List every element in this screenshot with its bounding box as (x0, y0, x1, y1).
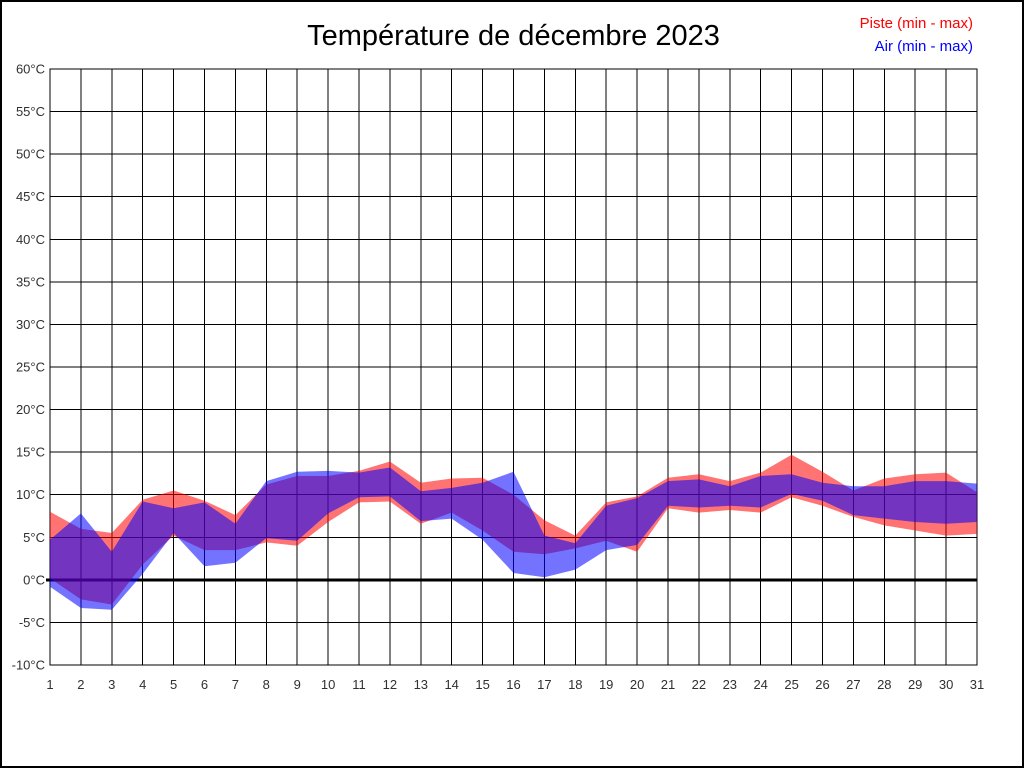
x-axis-tick-label: 8 (263, 677, 270, 692)
x-axis-tick-label: 11 (352, 677, 366, 692)
x-axis-tick-label: 1 (46, 677, 53, 692)
x-axis-tick-label: 25 (784, 677, 798, 692)
y-axis-tick-label: 50°C (16, 147, 45, 162)
y-axis-tick-label: 0°C (23, 572, 45, 587)
x-axis-tick-label: 22 (692, 677, 706, 692)
y-axis-tick-label: -5°C (19, 615, 45, 630)
x-axis-tick-label: 12 (383, 677, 397, 692)
y-axis-tick-label: 40°C (16, 232, 45, 247)
y-axis-tick-label: 20°C (16, 402, 45, 417)
x-axis-tick-label: 17 (537, 677, 551, 692)
y-axis-tick-label: 10°C (16, 487, 45, 502)
x-axis-tick-label: 30 (939, 677, 953, 692)
x-axis-tick-label: 15 (475, 677, 489, 692)
legend-item-air: Air (min - max) (874, 38, 973, 55)
y-axis-tick-label: 15°C (16, 445, 45, 460)
y-axis-tick-label: 5°C (23, 530, 45, 545)
x-axis-tick-label: 31 (970, 677, 984, 692)
y-axis-tick-label: 60°C (16, 62, 45, 77)
x-axis-tick-label: 18 (568, 677, 582, 692)
x-axis-tick-label: 27 (846, 677, 860, 692)
x-axis-tick-label: 4 (139, 677, 146, 692)
y-axis-tick-label: 55°C (16, 104, 45, 119)
x-axis-tick-label: 13 (414, 677, 428, 692)
x-axis-tick-label: 2 (77, 677, 84, 692)
x-axis-tick-label: 6 (201, 677, 208, 692)
x-axis-tick-label: 19 (599, 677, 613, 692)
x-axis-tick-label: 26 (815, 677, 829, 692)
y-axis-tick-label: 45°C (16, 189, 45, 204)
x-axis-tick-label: 3 (108, 677, 115, 692)
air-minmax-band (50, 467, 977, 610)
legend-item-piste: Piste (min - max) (859, 15, 973, 32)
x-axis-tick-label: 24 (753, 677, 767, 692)
x-axis-tick-label: 10 (321, 677, 335, 692)
chart-title: Température de décembre 2023 (307, 20, 720, 52)
chart-legend: Piste (min - max) Air (min - max) (860, 12, 973, 58)
y-axis-tick-label: 30°C (16, 317, 45, 332)
y-axis-tick-label: 25°C (16, 360, 45, 375)
x-axis-tick-label: 16 (506, 677, 520, 692)
x-axis-tick-label: 21 (661, 677, 675, 692)
x-axis-tick-label: 14 (444, 677, 458, 692)
x-axis-tick-label: 7 (232, 677, 239, 692)
y-axis-tick-label: 35°C (16, 274, 45, 289)
plot-frame (49, 68, 978, 666)
x-axis-tick-label: 23 (723, 677, 737, 692)
x-axis-tick-label: 28 (877, 677, 891, 692)
x-axis-tick-label: 5 (170, 677, 177, 692)
x-axis-tick-label: 29 (908, 677, 922, 692)
y-axis-tick-label: -10°C (12, 658, 45, 673)
x-axis-tick-label: 9 (294, 677, 301, 692)
x-axis-tick-label: 20 (630, 677, 644, 692)
